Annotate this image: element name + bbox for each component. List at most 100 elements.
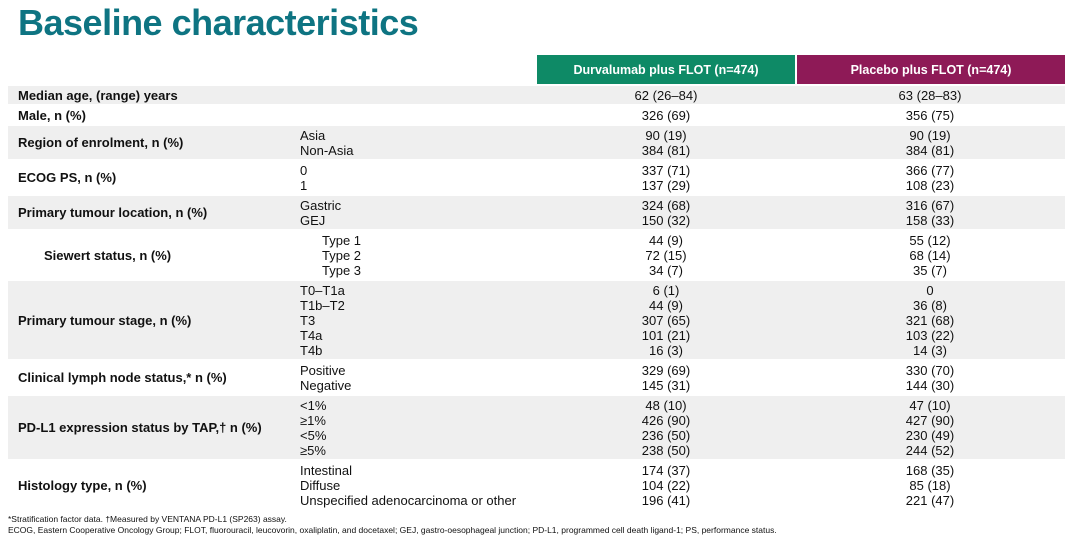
table-row: Region of enrolment, n (%) Asia Non-Asia 90…: [8, 126, 1065, 159]
value: 16 (3): [649, 342, 683, 358]
value: 221 (47): [905, 492, 955, 508]
value: 307 (65): [641, 312, 691, 328]
value: 321 (68): [905, 312, 955, 328]
row-label: PD-L1 expression status by TAP,† n (%): [18, 420, 262, 435]
value: 63 (28–83): [898, 87, 962, 103]
row-label: Siewert status, n (%): [44, 247, 172, 263]
durvalumab-values: 324 (68) 150 (32): [537, 198, 795, 228]
value: 36 (8): [913, 297, 947, 313]
value: 230 (49): [905, 427, 955, 443]
value: 330 (70): [905, 362, 955, 378]
value: 427 (90): [905, 412, 955, 428]
value: 44 (9): [649, 297, 683, 313]
placebo-values: 316 (67) 158 (33): [795, 198, 1065, 228]
header-spacer-sublabel: [295, 55, 537, 84]
table-row: PD-L1 expression status by TAP,† n (%) <1…: [8, 396, 1065, 459]
row-label: Male, n (%): [18, 107, 86, 123]
sublabel: Asia: [300, 127, 326, 143]
placebo-values: 0 36 (8) 321 (68) 103 (22) 14 (3): [795, 283, 1065, 358]
value: 236 (50): [641, 427, 691, 443]
value: 329 (69): [641, 362, 691, 378]
value: 244 (52): [905, 442, 955, 458]
table-rows: Median age, (range) years 62 (26–84) 63 (2…: [8, 86, 1065, 509]
value: 337 (71): [641, 162, 691, 178]
sublabel: T4a: [300, 327, 323, 343]
table-header-row: Durvalumab plus FLOT (n=474) Placebo plu…: [8, 55, 1065, 84]
value: 168 (35): [905, 462, 955, 478]
sublabel: T4b: [300, 342, 323, 358]
value: 196 (41): [641, 492, 691, 508]
row-label: Primary tumour stage, n (%): [18, 312, 192, 328]
value: 366 (77): [905, 162, 955, 178]
value: 426 (90): [641, 412, 691, 428]
placebo-values: 47 (10) 427 (90) 230 (49) 244 (52): [795, 398, 1065, 458]
placebo-values: 330 (70) 144 (30): [795, 363, 1065, 393]
table-row: Median age, (range) years 62 (26–84) 63 (2…: [8, 86, 1065, 104]
row-label: Primary tumour location, n (%): [18, 205, 208, 220]
value: 44 (9): [649, 232, 683, 248]
sublabel: Type 1: [322, 232, 362, 248]
durvalumab-values: 6 (1) 44 (9) 307 (65) 101 (21) 16 (3): [537, 283, 795, 358]
value: 174 (37): [641, 462, 691, 478]
row-sublabels: Gastric GEJ: [295, 198, 537, 228]
sublabel: GEJ: [300, 212, 326, 228]
sublabel: T1b–T2: [300, 297, 345, 313]
placebo-values: 55 (12) 68 (14) 35 (7): [795, 233, 1065, 278]
value: 85 (18): [909, 477, 951, 493]
sublabel: Gastric: [300, 197, 342, 213]
sublabel: Intestinal: [300, 462, 353, 478]
table-row: Male, n (%) 326 (69) 356 (75): [8, 106, 1065, 124]
sublabel: ≥5%: [300, 442, 326, 458]
value: 145 (31): [641, 377, 691, 393]
placebo-values: 366 (77) 108 (23): [795, 163, 1065, 193]
row-sublabels: [295, 108, 537, 123]
sublabel: T0–T1a: [300, 282, 345, 298]
value: 34 (7): [649, 262, 683, 278]
header-spacer-label: [8, 55, 295, 84]
table-row: ECOG PS, n (%) 0 1 337 (71) 137 (29) 366 (77)…: [8, 161, 1065, 194]
sublabel: Positive: [300, 362, 346, 378]
value: 316 (67): [905, 197, 955, 213]
value: 144 (30): [905, 377, 955, 393]
value: 150 (32): [641, 212, 691, 228]
sublabel: Negative: [300, 377, 352, 393]
table-row: Primary tumour location, n (%) Gastric GEJ…: [8, 196, 1065, 229]
durvalumab-values: 44 (9) 72 (15) 34 (7): [537, 233, 795, 278]
placebo-values: 356 (75): [795, 108, 1065, 123]
sublabel: 0: [300, 162, 308, 178]
value: 90 (19): [645, 127, 687, 143]
placebo-values: 90 (19) 384 (81): [795, 128, 1065, 158]
sublabel: T3: [300, 312, 316, 328]
value: 47 (10): [909, 397, 951, 413]
table-row: Clinical lymph node status,* n (%) Positi…: [8, 361, 1065, 394]
sublabel: Type 3: [322, 262, 362, 278]
value: 108 (23): [905, 177, 955, 193]
value: 356 (75): [905, 107, 955, 123]
value: 6 (1): [652, 282, 680, 298]
row-label: Histology type, n (%): [18, 477, 147, 493]
durvalumab-values: 329 (69) 145 (31): [537, 363, 795, 393]
column-header-placebo-plus-flot: Placebo plus FLOT (n=474): [795, 55, 1065, 84]
column-header-durvalumab-plus-flot: Durvalumab plus FLOT (n=474): [537, 55, 795, 84]
sublabel: Unspecified adenocarcinoma or other: [300, 492, 517, 508]
value: 101 (21): [641, 327, 691, 343]
value: 14 (3): [913, 342, 947, 358]
durvalumab-values: 337 (71) 137 (29): [537, 163, 795, 193]
placebo-values: 63 (28–83): [795, 88, 1065, 103]
row-sublabels: Asia Non-Asia: [295, 128, 537, 158]
durvalumab-values: 62 (26–84): [537, 88, 795, 103]
row-sublabels: Positive Negative: [295, 363, 537, 393]
footnote-abbreviations: ECOG, Eastern Cooperative Oncology Group…: [8, 524, 777, 535]
row-label: Median age, (range) years: [18, 87, 178, 103]
value: 238 (50): [641, 442, 691, 458]
row-sublabels: Type 1 Type 2 Type 3: [295, 233, 537, 278]
value: 90 (19): [909, 127, 951, 143]
value: 62 (26–84): [634, 87, 698, 103]
baseline-characteristics-table: Durvalumab plus FLOT (n=474) Placebo plu…: [8, 55, 1065, 535]
durvalumab-values: 90 (19) 384 (81): [537, 128, 795, 158]
row-sublabels: [295, 88, 537, 103]
sublabel: 1: [300, 177, 308, 193]
value: 35 (7): [913, 262, 947, 278]
